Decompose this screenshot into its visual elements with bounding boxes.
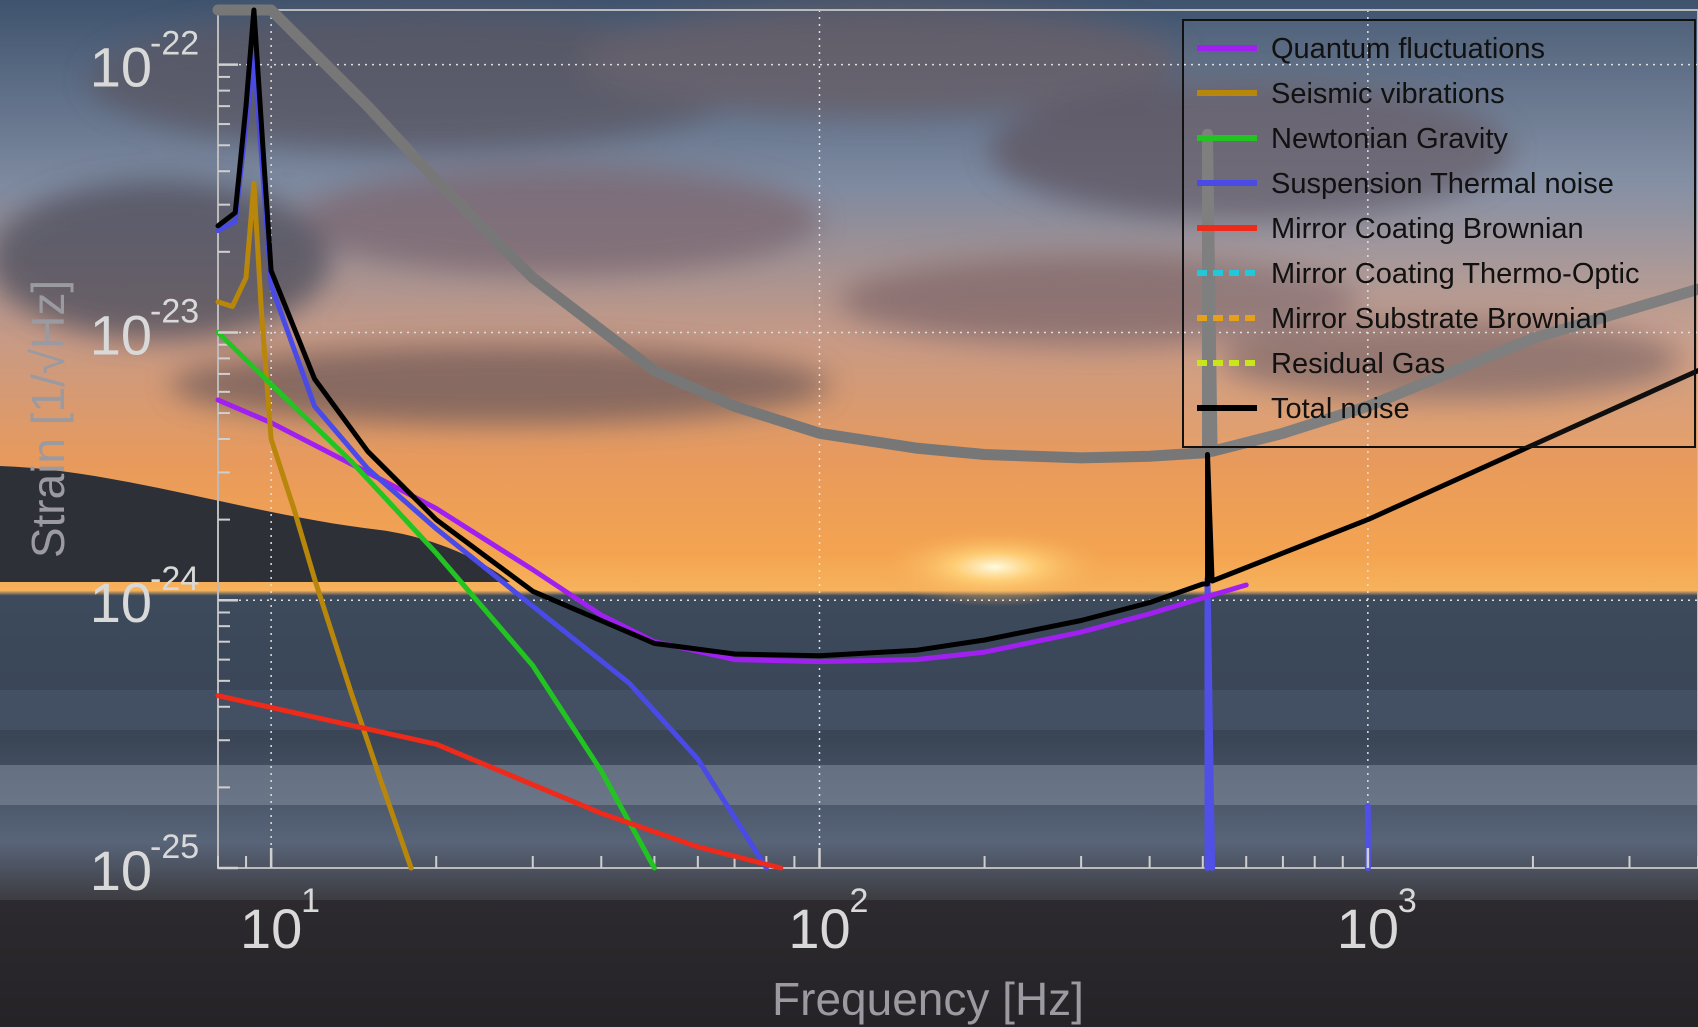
x-tick-label-0: 10 <box>240 897 302 960</box>
unlabeled-curve-1 <box>1204 576 1216 871</box>
x-tick-exponent-0: 1 <box>301 882 320 920</box>
y-tick-label-0: 10 <box>90 839 152 902</box>
legend-label: Newtonian Gravity <box>1271 123 1508 155</box>
legend-label: Mirror Substrate Brownian <box>1271 303 1608 335</box>
series-line-mirror-coating-brownian <box>215 693 784 871</box>
y-tick-exponent-2: -23 <box>150 292 199 330</box>
y-tick-label-2: 10 <box>90 303 152 366</box>
legend-item-total-noise: Total noise <box>1197 393 1410 425</box>
legend-item-suspension-thermal-noise: Suspension Thermal noise <box>1197 168 1614 200</box>
legend-box <box>1182 19 1696 448</box>
y-tick-label-1: 10 <box>90 571 152 634</box>
y-tick-exponent-3: -22 <box>150 25 199 63</box>
x-axis-ticks: 101 102 103 <box>240 848 1417 960</box>
legend-label: Mirror Coating Thermo-Optic <box>1271 258 1640 290</box>
legend-label: Suspension Thermal noise <box>1271 168 1614 200</box>
series-line-newtonian-gravity <box>215 329 657 871</box>
x-tick-exponent-2: 3 <box>1398 882 1417 920</box>
legend-item-seismic-vibrations: Seismic vibrations <box>1197 78 1505 110</box>
y-tick-exponent-0: -25 <box>150 828 199 866</box>
legend-item-quantum-fluctuations: Quantum fluctuations <box>1197 33 1545 65</box>
series-line-total-noise <box>215 7 1698 659</box>
legend-item-mirror-substrate-brownian: Mirror Substrate Brownian <box>1197 303 1608 335</box>
legend-item-mirror-coating-thermo-optic: Mirror Coating Thermo-Optic <box>1197 258 1640 290</box>
series-line-seismic-vibrations <box>215 181 414 871</box>
axis-minor-ticks <box>217 75 1698 868</box>
series-line-quantum-fluctuations <box>215 397 1249 665</box>
legend-label: Quantum fluctuations <box>1271 33 1545 65</box>
legend: Quantum fluctuations Seismic vibrations Ne… <box>1182 19 1696 448</box>
y-axis-label: Strain [1/√Hz] <box>22 280 74 558</box>
legend-item-newtonian-gravity: Newtonian Gravity <box>1197 123 1508 155</box>
legend-item-mirror-coating-brownian: Mirror Coating Brownian <box>1197 213 1584 245</box>
legend-label: Seismic vibrations <box>1271 78 1505 110</box>
x-tick-exponent-1: 2 <box>849 882 868 920</box>
legend-label: Total noise <box>1271 393 1410 425</box>
series-line-suspension-thermal-noise <box>215 51 769 871</box>
y-tick-exponent-1: -24 <box>150 560 199 598</box>
x-axis-label: Frequency [Hz] <box>772 973 1084 1025</box>
legend-item-residual-gas: Residual Gas <box>1197 348 1445 380</box>
y-tick-label-3: 10 <box>90 36 152 99</box>
x-tick-label-1: 10 <box>788 897 850 960</box>
legend-label: Mirror Coating Brownian <box>1271 213 1584 245</box>
x-tick-label-2: 10 <box>1337 897 1399 960</box>
unlabeled-curve-0 <box>212 4 1698 464</box>
legend-label: Residual Gas <box>1271 348 1445 380</box>
series-layer <box>212 4 1698 871</box>
